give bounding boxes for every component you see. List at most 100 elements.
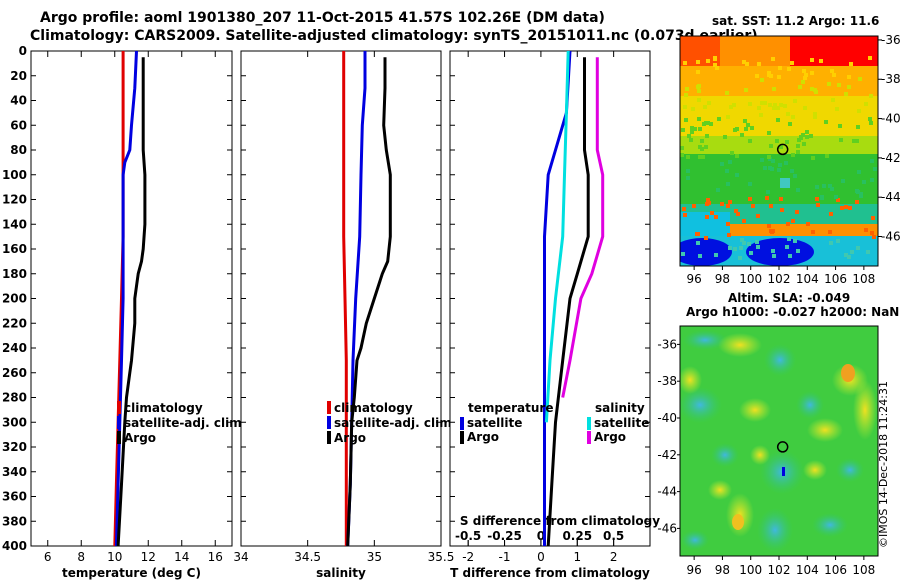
sst-pixel	[806, 222, 810, 226]
sst-pixel	[840, 206, 844, 210]
sst-pixel	[726, 222, 730, 226]
argo-location-marker	[776, 143, 789, 156]
map-x-tick-label: 104	[796, 272, 819, 286]
sst-pixel	[720, 202, 724, 206]
x-tick-label: 34	[233, 550, 248, 564]
sst-pixel	[725, 91, 729, 95]
sst-pixel	[816, 203, 820, 207]
map-y-tick-label: -46	[657, 521, 677, 535]
sst-map-title: sat. SST: 11.2 Argo: 11.6	[712, 14, 880, 28]
sst-pixel	[698, 127, 702, 131]
sst-pixel	[855, 200, 859, 204]
x-tick-label: -1	[499, 550, 511, 564]
x2-tick-label: 0	[537, 529, 545, 543]
map-x-tick-label: 102	[768, 272, 791, 286]
sst-pixel	[819, 59, 823, 63]
sla-high	[807, 418, 843, 442]
sst-pixel	[710, 211, 714, 215]
sst-pixel	[720, 162, 724, 166]
sst-pixel	[839, 138, 843, 142]
sst-pixel	[742, 219, 746, 223]
legend-label: Argo	[594, 430, 626, 444]
x-tick-label: 16	[208, 550, 223, 564]
sst-pixel	[836, 239, 840, 243]
sst-pixel	[738, 256, 742, 260]
sst-pixel	[763, 166, 767, 170]
series-line-salinity-satellite	[544, 50, 570, 423]
y-tick-label: 380	[2, 514, 27, 528]
x2-tick-label: -0.5	[455, 529, 481, 543]
sst-pixel	[726, 115, 730, 119]
sst-pixel	[748, 182, 752, 186]
sst-pixel	[801, 80, 805, 84]
map-x-tick-label: 98	[715, 272, 730, 286]
sst-pixel	[706, 59, 710, 63]
sst-pixel	[825, 154, 829, 158]
x-tick-label: 35.5	[428, 550, 455, 564]
sst-pixel	[813, 115, 817, 119]
sst-pixel	[690, 126, 694, 130]
map-y-tick-label: -40	[881, 112, 900, 126]
sst-pixel	[768, 166, 772, 170]
sst-pixel	[744, 88, 748, 92]
sst-pixel	[864, 102, 868, 106]
sst-pixel	[685, 87, 689, 91]
sst-pixel	[735, 127, 739, 131]
sst-pixel	[740, 133, 744, 137]
sst-pixel	[763, 101, 767, 105]
sla-high	[853, 380, 877, 440]
figure-title-line1: Argo profile: aoml 1901380_207 11-Oct-20…	[40, 10, 605, 26]
sla-low	[764, 344, 796, 376]
sst-pixel	[742, 241, 746, 245]
sst-pixel	[844, 253, 848, 257]
map-y-tick-label: -36	[657, 337, 677, 351]
sst-pixel	[793, 99, 797, 103]
sst-pixel	[798, 85, 802, 89]
sst-pixel	[748, 197, 752, 201]
sst-pixel	[695, 232, 699, 236]
y-tick-label: 220	[2, 316, 27, 330]
sst-pixel	[769, 144, 773, 148]
map-y-tick-label: -46	[881, 230, 900, 244]
map-x-tick-label: 96	[687, 272, 702, 286]
sst-pixel	[705, 215, 709, 219]
panel-frame	[240, 50, 442, 547]
sst-cold-patch	[746, 238, 814, 266]
legend-label: satellite-adj. clim.	[124, 416, 246, 430]
x-axis-label: salinity	[316, 566, 366, 580]
sst-pixel	[835, 107, 839, 111]
sst-pixel	[755, 240, 759, 244]
sst-pixel	[709, 122, 713, 126]
sla-low	[680, 387, 722, 423]
x2-tick-label: 0.5	[603, 529, 624, 543]
sla-high	[803, 460, 827, 480]
map-x-tick-label: 100	[739, 272, 762, 286]
sst-pixel	[773, 103, 777, 107]
sst-pixel	[778, 66, 782, 70]
sst-pixel	[775, 139, 779, 143]
sst-pixel	[680, 146, 684, 150]
sst-pixel	[692, 204, 696, 208]
map-x-tick-label: 106	[824, 563, 847, 577]
sla-low	[681, 530, 709, 550]
sst-pixel	[841, 179, 845, 183]
sst-pixel	[690, 130, 694, 134]
sst-pixel	[771, 159, 775, 163]
argo-location-marker	[776, 441, 789, 453]
sst-pixel	[785, 140, 789, 144]
sst-pixel	[815, 197, 819, 201]
x-tick-label: 0	[537, 550, 545, 564]
sst-pixel	[777, 168, 781, 172]
sst-pixel	[683, 105, 687, 109]
y-tick-label: 240	[2, 341, 27, 355]
sst-pixel	[736, 212, 740, 216]
sst-pixel	[750, 126, 754, 130]
sst-pixel	[744, 127, 748, 131]
sst-pixel	[852, 139, 856, 143]
legend-label: satellite-adj. clim.	[334, 416, 456, 430]
sst-pixel	[743, 119, 747, 123]
sst-pixel	[777, 75, 781, 79]
sst-pixel	[837, 83, 841, 87]
map-x-tick-label: 98	[715, 563, 730, 577]
map-y-tick-label: -36	[881, 33, 900, 47]
